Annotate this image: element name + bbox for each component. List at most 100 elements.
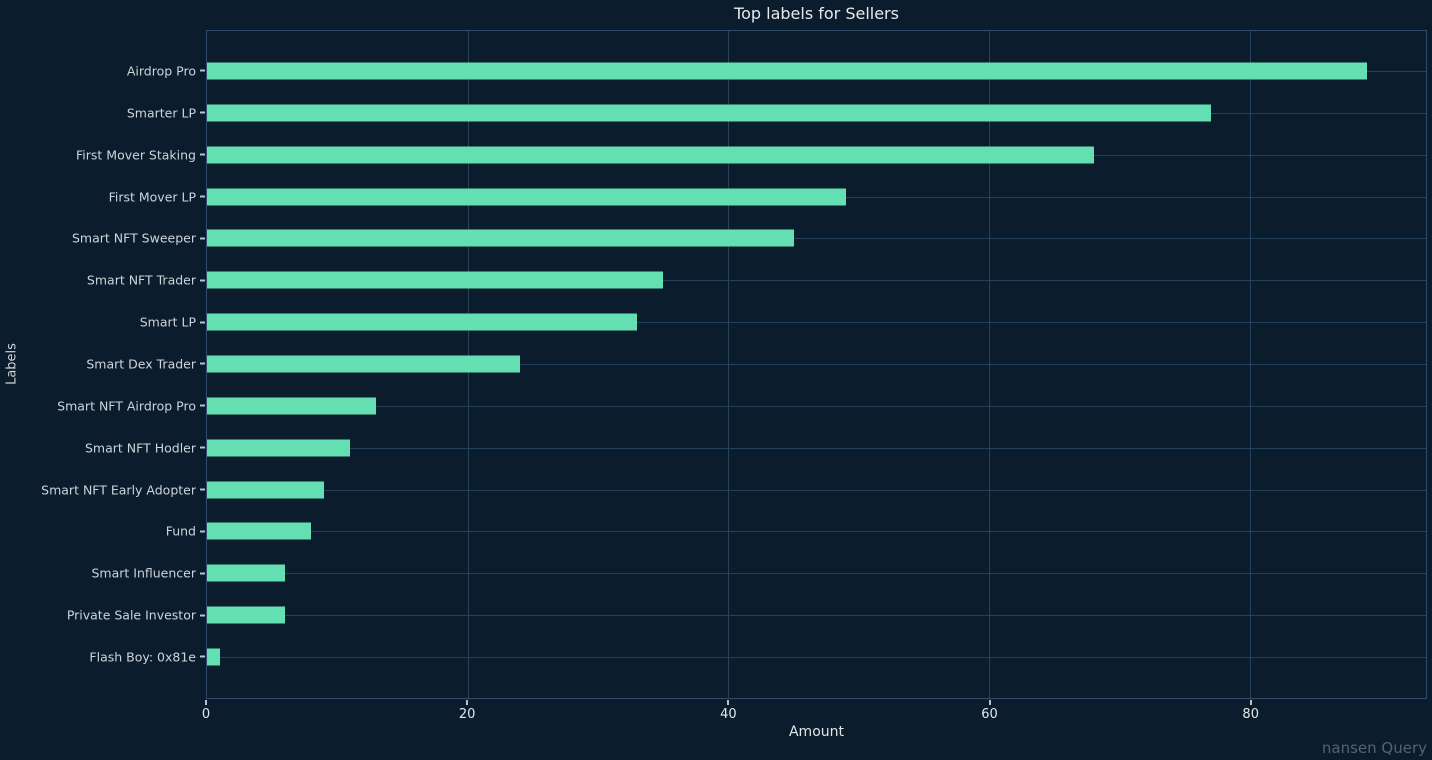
y-tick-mark — [200, 655, 205, 658]
y-tick-label: Fund — [166, 524, 207, 539]
x-tick-mark — [988, 700, 991, 705]
y-tick-label: Smart NFT Early Adopter — [41, 482, 207, 497]
y-tick-label: Smart LP — [140, 315, 207, 330]
y-tick-mark — [200, 279, 205, 282]
bar — [207, 648, 221, 666]
horizontal-gridline — [207, 489, 1426, 491]
y-tick-text: Smart NFT Early Adopter — [41, 482, 196, 498]
bar — [207, 522, 312, 540]
plot-area: Airdrop Pro Smarter LP First Mover Staking… — [41, 30, 1427, 699]
y-tick-text: Smarter LP — [126, 105, 196, 121]
bar-row: Smarter LP — [127, 92, 1426, 134]
horizontal-gridline — [207, 238, 1426, 240]
x-tick-mark — [1249, 700, 1252, 705]
bar — [207, 188, 846, 205]
y-tick-label: Smarter LP — [127, 105, 207, 120]
bar — [207, 564, 286, 582]
x-tick-label: 20 — [458, 707, 476, 722]
bar — [207, 104, 1211, 122]
bar-row: Flash Boy: 0x81e — [89, 636, 1426, 678]
y-tick-label: Smart NFT Sweeper — [72, 231, 207, 246]
y-axis-label: Labels — [4, 343, 20, 385]
bar — [207, 313, 638, 331]
x-tick-label: 80 — [1242, 707, 1259, 722]
bar — [207, 439, 351, 457]
horizontal-gridline — [207, 656, 1426, 658]
bar-row: Smart Influencer — [91, 552, 1426, 594]
horizontal-gridline — [207, 322, 1426, 324]
bar — [207, 229, 794, 247]
y-tick-label: First Mover LP — [109, 189, 207, 204]
bar-rows: Airdrop Pro Smarter LP First Mover Staking… — [41, 31, 1426, 698]
bar — [207, 62, 1368, 80]
x-tick-mark — [466, 700, 469, 705]
watermark: nansen Query — [1321, 739, 1427, 757]
y-tick-mark — [200, 488, 205, 491]
y-tick-mark — [200, 237, 205, 240]
y-tick-label: Airdrop Pro — [127, 63, 207, 78]
bar-row: Airdrop Pro — [127, 50, 1426, 92]
x-tick-label: 40 — [720, 707, 737, 722]
y-tick-text: Smart Dex Trader — [86, 356, 196, 372]
horizontal-gridline — [207, 363, 1426, 365]
y-tick-mark — [200, 404, 205, 407]
bar — [207, 146, 1094, 164]
y-tick-mark — [200, 195, 205, 198]
y-tick-text: Smart Influencer — [91, 565, 196, 581]
bar — [207, 397, 377, 415]
bar-row: Fund — [166, 510, 1426, 552]
y-tick-text: Smart LP — [139, 314, 196, 330]
y-tick-text: Fund — [165, 523, 196, 539]
horizontal-gridline — [207, 531, 1426, 533]
y-tick-label: Smart NFT Trader — [87, 273, 207, 288]
horizontal-gridline — [207, 447, 1426, 449]
y-tick-label: First Mover Staking — [76, 147, 207, 162]
horizontal-gridline — [207, 615, 1426, 617]
y-tick-text: First Mover LP — [108, 189, 196, 204]
y-tick-label: Flash Boy: 0x81e — [89, 649, 207, 664]
bar-row: Smart NFT Sweeper — [72, 217, 1426, 259]
y-tick-mark — [200, 614, 205, 617]
bar-row: Smart Dex Trader — [86, 343, 1426, 385]
y-tick-text: Airdrop Pro — [126, 63, 196, 79]
bar — [207, 271, 664, 289]
x-tick-mark — [205, 700, 207, 705]
bar-row: Smart NFT Airdrop Pro — [57, 385, 1426, 427]
chart-title: Top labels for Sellers — [734, 4, 899, 23]
y-tick-label: Smart Dex Trader — [86, 356, 207, 371]
bar-row: Smart NFT Hodler — [85, 427, 1426, 469]
y-tick-text: Flash Boy: 0x81e — [89, 649, 196, 665]
bar-row: Smart LP — [140, 301, 1426, 343]
y-tick-mark — [200, 153, 205, 156]
bar-row: First Mover LP — [109, 176, 1426, 218]
y-tick-text: Private Sale Investor — [66, 607, 196, 623]
y-tick-mark — [200, 111, 205, 114]
y-tick-text: Smart NFT Trader — [86, 272, 196, 288]
horizontal-gridline — [207, 405, 1426, 407]
y-tick-mark — [200, 362, 205, 365]
bar-row: Smart NFT Early Adopter — [41, 469, 1426, 511]
y-tick-label: Smart NFT Hodler — [85, 440, 207, 455]
y-tick-label: Private Sale Investor — [67, 608, 207, 623]
x-tick-label: 0 — [201, 707, 211, 722]
horizontal-gridline — [207, 573, 1426, 575]
y-tick-mark — [200, 446, 205, 449]
bar — [207, 481, 325, 499]
y-tick-label: Smart Influencer — [91, 566, 207, 581]
bar — [207, 606, 286, 624]
x-tick-mark — [727, 700, 730, 705]
y-tick-mark — [200, 321, 205, 324]
y-tick-mark — [200, 572, 205, 575]
bar — [207, 355, 520, 373]
y-tick-text: Smart NFT Sweeper — [71, 230, 196, 246]
bar-row: Private Sale Investor — [67, 594, 1426, 636]
y-tick-label: Smart NFT Airdrop Pro — [57, 398, 207, 413]
horizontal-gridline — [207, 280, 1426, 282]
y-tick-text: First Mover Staking — [76, 147, 196, 163]
x-tick-label: 60 — [981, 707, 998, 722]
y-tick-mark — [200, 530, 205, 533]
y-tick-mark — [200, 69, 205, 72]
bar-row: Smart NFT Trader — [87, 259, 1426, 301]
x-axis-ticks: 0 20 40 60 80 — [202, 699, 1427, 729]
